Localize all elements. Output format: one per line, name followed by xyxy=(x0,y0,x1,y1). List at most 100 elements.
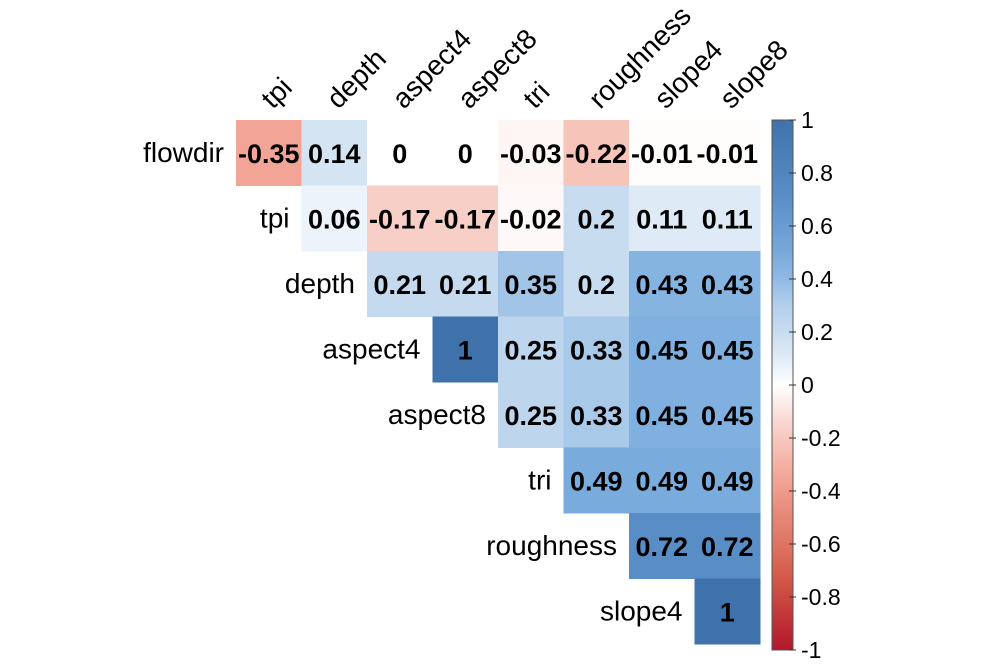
row-labels: flowdir tpi depth aspect4 aspect8 tri roughnes… xyxy=(143,137,682,627)
heatmap-cell xyxy=(694,513,761,579)
colorbar-tick-label: 0.6 xyxy=(801,213,833,239)
column-label: tpi xyxy=(255,71,298,114)
heatmap-cell xyxy=(563,251,630,317)
heatmap-cell xyxy=(563,316,630,383)
heatmap-cell-value: 0.25 xyxy=(504,335,557,365)
colorbar-tick-label: 0 xyxy=(801,372,814,398)
heatmap-cell-value: 0.2 xyxy=(577,204,615,234)
heatmap-cell xyxy=(432,185,499,252)
colorbar-tick-label: 1 xyxy=(801,107,814,133)
heatmap-cell xyxy=(498,316,564,383)
heatmap-cell-value: 0.11 xyxy=(636,204,687,234)
heatmap-cell xyxy=(694,382,761,448)
heatmap-cell xyxy=(563,185,630,252)
heatmap-cell-value: 0.33 xyxy=(570,335,623,365)
heatmap-cell-value: -0.02 xyxy=(500,204,562,234)
heatmap-cell-value: 0 xyxy=(458,139,473,169)
heatmap-cell xyxy=(629,185,695,252)
column-label: depth xyxy=(321,43,392,114)
row-label: roughness xyxy=(486,530,617,561)
colorbar-tick-label: -0.2 xyxy=(801,425,841,451)
heatmap-cell-value: 0.2 xyxy=(577,270,615,300)
row-label: aspect8 xyxy=(388,399,486,430)
heatmap-cell-value: 0.11 xyxy=(702,204,753,234)
colorbar-tick-label: 0.4 xyxy=(801,266,833,292)
heatmap-cell-value: 0.49 xyxy=(570,466,623,496)
heatmap-cell-value: 0.43 xyxy=(635,270,688,300)
colorbar-tick-label: -0.6 xyxy=(801,531,841,557)
heatmap-cell-value: 0.45 xyxy=(635,335,688,365)
column-label: tri xyxy=(517,76,555,114)
heatmap-cell xyxy=(563,447,630,514)
heatmap-cell xyxy=(694,316,761,383)
row-label: aspect4 xyxy=(322,333,420,364)
heatmap-cell-value: 0.33 xyxy=(570,401,623,431)
heatmap-cell xyxy=(694,185,761,252)
heatmap-cell xyxy=(367,120,433,186)
colorbar-tick-label: -0.8 xyxy=(801,584,841,610)
heatmap-cell xyxy=(629,316,695,383)
heatmap-cell-value: 0.45 xyxy=(635,401,688,431)
heatmap-cell xyxy=(563,382,630,448)
heatmap-cell xyxy=(629,447,695,514)
heatmap-cell-value: 1 xyxy=(458,335,473,365)
heatmap-cell-value: 0.14 xyxy=(308,139,361,169)
heatmap-cell xyxy=(629,513,695,579)
heatmap-cell xyxy=(629,251,695,317)
heatmap-cell xyxy=(432,316,499,383)
heatmap-cell xyxy=(694,447,761,514)
heatmap-cell xyxy=(629,382,695,448)
heatmap-cell xyxy=(367,185,433,252)
heatmap-cell-value: -0.03 xyxy=(500,139,562,169)
colorbar-tick-label: 0.2 xyxy=(801,319,833,345)
heatmap-cell-value: 0.21 xyxy=(373,270,426,300)
heatmap-cell-value: 0.21 xyxy=(439,270,492,300)
colorbar-tick-label: -0.4 xyxy=(801,478,841,504)
heatmap-cell-value: 0.72 xyxy=(701,532,754,562)
heatmap-cell xyxy=(498,185,564,252)
heatmap-cell-value: -0.35 xyxy=(238,139,300,169)
row-label: depth xyxy=(285,268,355,299)
heatmap-cell-value: -0.01 xyxy=(631,139,693,169)
heatmap-cell xyxy=(563,120,630,186)
heatmap-cell-value: 0.06 xyxy=(308,204,361,234)
row-label: slope4 xyxy=(600,595,683,626)
heatmap-cells xyxy=(236,120,761,645)
colorbar-tick-label: 0.8 xyxy=(801,160,833,186)
heatmap-cell-value: 0.45 xyxy=(701,335,754,365)
heatmap-cell-value: 0.72 xyxy=(635,532,688,562)
heatmap-cell-value: 0.49 xyxy=(701,466,754,496)
heatmap-cell xyxy=(498,382,564,448)
heatmap-cell xyxy=(498,251,564,317)
heatmap-cell-value: -0.01 xyxy=(696,139,758,169)
heatmap-cell xyxy=(694,251,761,317)
heatmap-cell-value: -0.17 xyxy=(369,204,431,234)
heatmap-cell-value: 0.25 xyxy=(504,401,557,431)
heatmap-cell-value: -0.22 xyxy=(565,139,627,169)
heatmap-cell-value: 0.35 xyxy=(504,270,557,300)
heatmap-cell xyxy=(694,120,761,186)
heatmap-cell xyxy=(694,578,761,645)
colorbar-tick-label: -1 xyxy=(801,637,821,663)
colorbar-ticks: 1 0.8 0.6 0.4 0.2 0 -0.2 -0.4 -0.6 -0.8 -1 xyxy=(789,107,841,663)
heatmap-cell-value: 0.49 xyxy=(635,466,688,496)
heatmap-cell-value: 0 xyxy=(392,139,407,169)
column-label: slope8 xyxy=(714,34,794,114)
heatmap-cell-value: 0.45 xyxy=(701,401,754,431)
heatmap-cell-labels: -0.35 0.14 0 0 -0.03 -0.22 -0.01 -0.010.06 -0.17… xyxy=(238,139,758,628)
row-label: tri xyxy=(528,464,551,495)
heatmap-cell xyxy=(498,120,564,186)
colorbar: 1 0.8 0.6 0.4 0.2 0 -0.2 -0.4 -0.6 -0.8 -1 xyxy=(771,107,841,663)
heatmap-cell xyxy=(236,120,302,186)
row-label: tpi xyxy=(260,202,290,233)
heatmap-cell xyxy=(367,251,433,317)
row-label: flowdir xyxy=(143,137,224,168)
heatmap-cell-value: 1 xyxy=(720,597,735,627)
heatmap-cell xyxy=(432,251,499,317)
heatmap-cell xyxy=(432,120,499,186)
heatmap-cell xyxy=(301,120,368,186)
heatmap-cell xyxy=(629,120,695,186)
heatmap-cell-value: 0.43 xyxy=(701,270,754,300)
